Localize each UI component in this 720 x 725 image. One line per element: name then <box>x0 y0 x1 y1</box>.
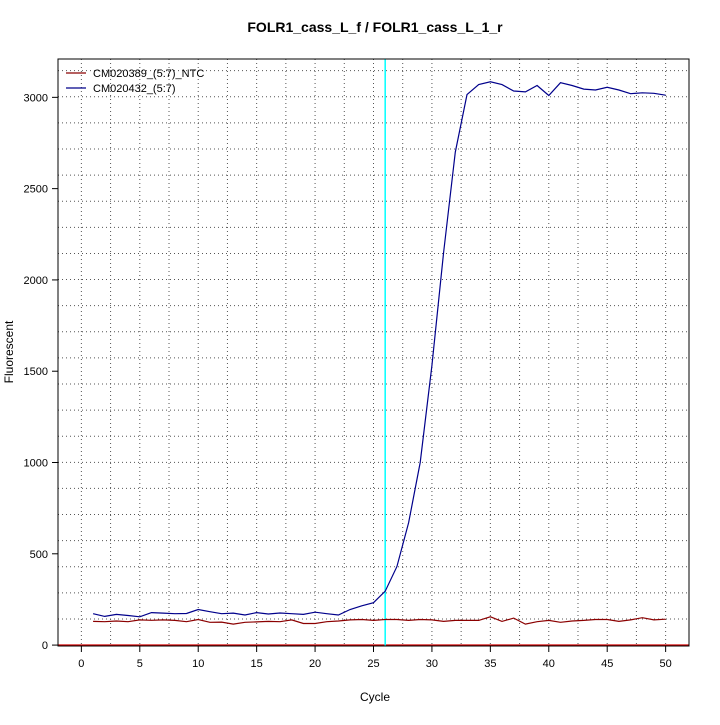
chart-title: FOLR1_cass_L_f / FOLR1_cass_L_1_r <box>247 19 503 35</box>
x-tick-label: 0 <box>78 658 84 670</box>
x-tick-label: 45 <box>601 658 613 670</box>
y-tick-label: 2000 <box>24 275 48 287</box>
legend-label-2: CM020432_(5:7) <box>93 83 176 95</box>
series-line-2 <box>92 81 666 618</box>
y-tick-label: 3000 <box>24 92 48 104</box>
y-tick-label: 500 <box>30 549 48 561</box>
y-tick-label: 2500 <box>24 184 48 196</box>
y-tick-label: 0 <box>42 640 48 652</box>
x-tick-label: 35 <box>484 658 496 670</box>
x-axis-label: Cycle <box>360 690 390 704</box>
axis-ticks: 0 5 10 15 20 25 30 35 40 45 5005001000150020002500… <box>24 92 672 670</box>
y-axis-label: Fluorescent <box>2 320 16 383</box>
x-tick-label: 20 <box>309 658 321 670</box>
plot-marks <box>58 59 689 646</box>
legend-label-1: CM020389_(5:7)_NTC <box>93 68 204 80</box>
plot-frame <box>57 58 690 647</box>
x-tick-label: 50 <box>660 658 672 670</box>
y-tick-label: 1500 <box>24 366 48 378</box>
x-tick-label: 25 <box>367 658 379 670</box>
legend: CM020389_(5:7)_NTC CM020432_(5:7) <box>66 68 204 95</box>
y-tick-label: 1000 <box>24 458 48 470</box>
x-tick-label: 30 <box>426 658 438 670</box>
x-tick-label: 5 <box>137 658 143 670</box>
x-tick-label: 15 <box>251 658 263 670</box>
x-tick-label: 10 <box>192 658 204 670</box>
series-line-1 <box>93 616 666 625</box>
x-tick-label: 40 <box>543 658 555 670</box>
